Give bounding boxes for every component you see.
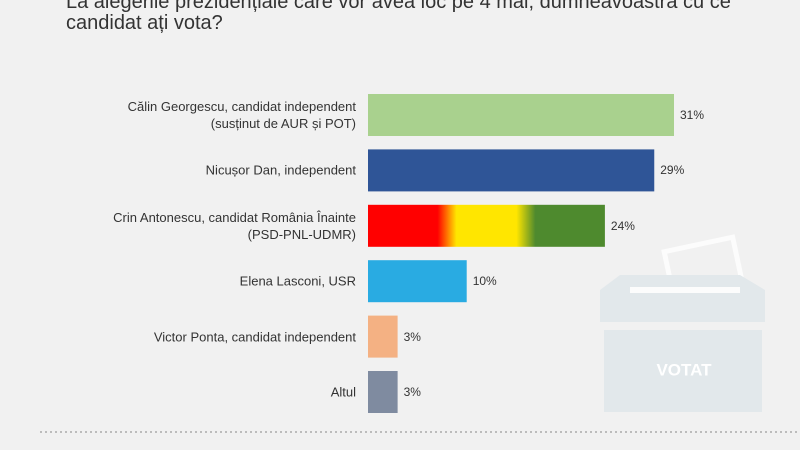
bar [368,260,467,303]
bar [368,315,398,358]
value-label: 31% [680,108,705,122]
chart-title: La alegerile prezidențiale care vor avea… [66,0,731,34]
category-label: Victor Ponta, candidat independent [153,329,356,345]
value-label: 3% [403,385,421,399]
bar [368,149,655,192]
category-label: Nicușor Dan, independent [205,162,356,178]
value-label: 3% [403,329,421,344]
category-label: Altul [330,384,356,400]
ballot-box [600,234,765,412]
value-label: 10% [472,274,497,289]
bar [368,94,674,136]
ballot-text: VOTAT [656,360,712,379]
category-label: Crin Antonescu, candidat România Înainte… [113,209,356,242]
category-label: Călin Georgescu, candidat independent (s… [127,99,356,131]
bar [368,204,605,247]
bar [368,371,398,413]
category-label: Elena Lasconi, USR [239,273,356,289]
value-label: 24% [610,218,635,233]
value-label: 29% [660,163,685,178]
